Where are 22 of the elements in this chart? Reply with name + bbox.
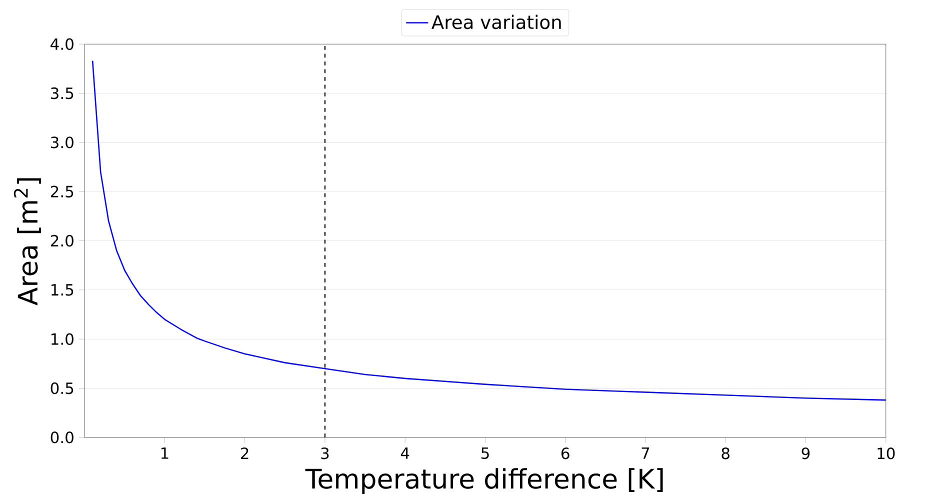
y-tick-label: 3.5 — [50, 87, 74, 99]
x-tick-label: 8 — [722, 447, 730, 460]
y-tick-label: 0.0 — [50, 431, 74, 444]
y-tick-label: 1.0 — [52, 333, 74, 345]
y-tick-label: 1.5 — [52, 284, 74, 296]
x-tick-label: 5 — [481, 447, 489, 459]
x-tick-label: 9 — [802, 447, 810, 460]
x-axis-title: Temperature difference [K] — [305, 468, 663, 494]
x-tick-label: 10 — [878, 447, 895, 460]
y-tick-label: 3.0 — [50, 136, 74, 148]
x-tick-label: 3 — [321, 447, 329, 460]
y-tick-label: 2.5 — [50, 186, 74, 198]
y-tick-label: 4.0 — [50, 38, 74, 50]
x-tick-label: 7 — [642, 447, 650, 459]
y-axis-title: Area [m$^{2}$] — [14, 178, 41, 306]
x-tick-label: 6 — [561, 447, 570, 460]
legend-label: Area variation — [432, 14, 561, 29]
x-tick-label: 1 — [161, 447, 168, 459]
x-tick-label: 2 — [241, 447, 248, 459]
x-tick-label: 4 — [400, 447, 410, 459]
y-tick-label: 2.0 — [50, 234, 74, 246]
y-tick-label: 0.5 — [50, 382, 74, 394]
